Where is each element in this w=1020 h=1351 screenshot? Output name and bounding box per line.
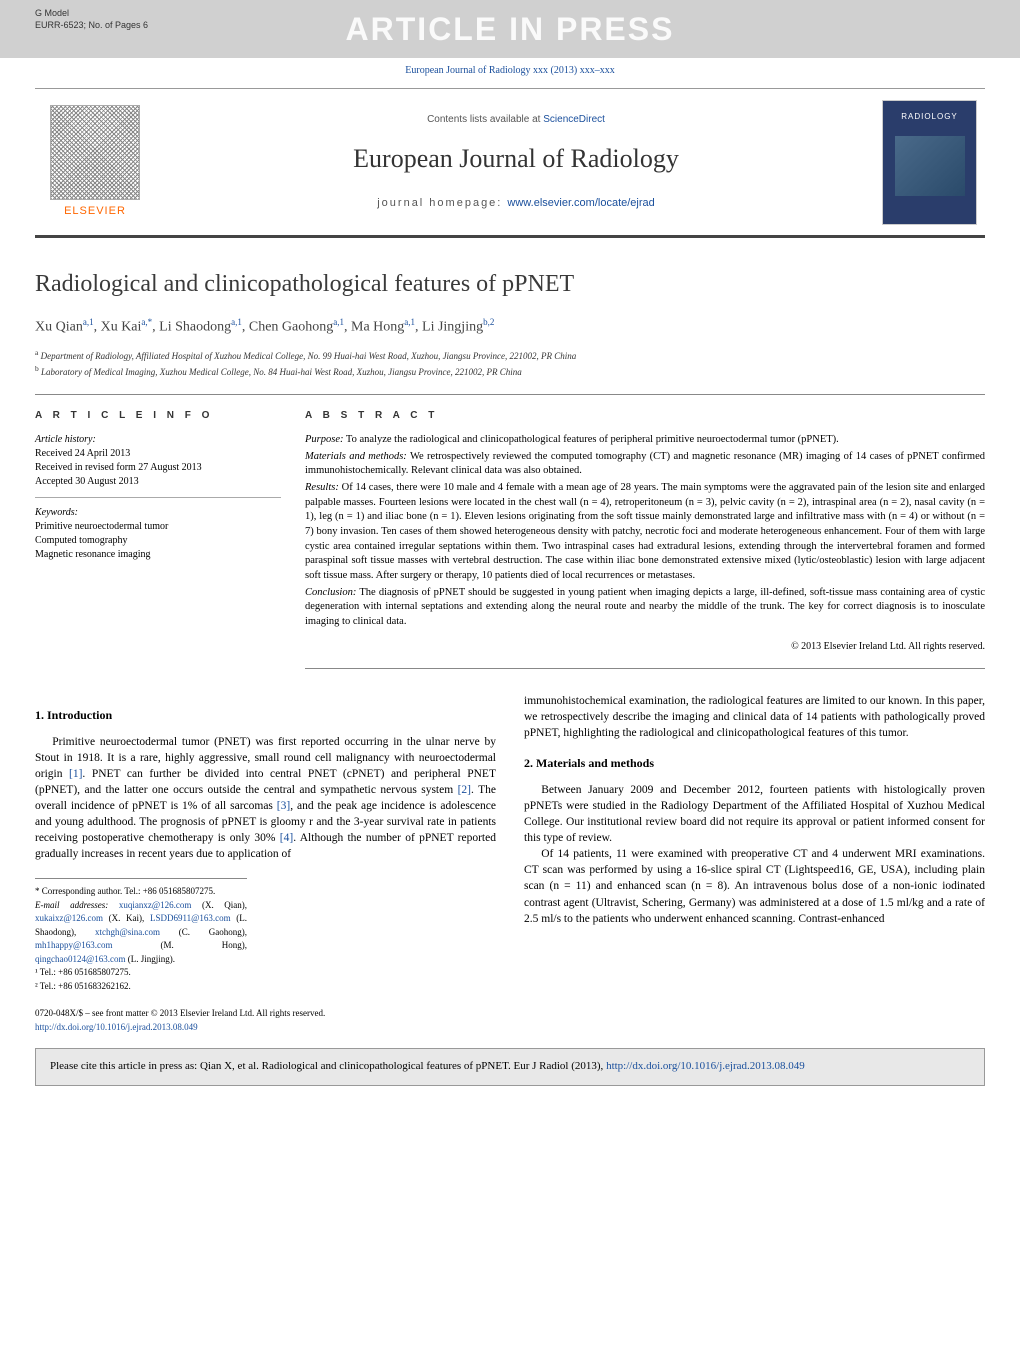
col2-para-1: immunohistochemical examination, the rad… xyxy=(524,693,985,741)
email-link[interactable]: xtchgh@sina.com xyxy=(95,927,160,937)
article-in-press: ARTICLE IN PRESS xyxy=(346,7,675,52)
conclusion-head: Conclusion: xyxy=(305,587,356,598)
affiliation-b-text: Laboratory of Medical Imaging, Xuzhou Me… xyxy=(41,367,522,377)
intro-heading: 1. Introduction xyxy=(35,707,496,724)
results-text: Of 14 cases, there were 10 male and 4 fe… xyxy=(305,482,985,581)
footnote-1: ¹ Tel.: +86 051685807275. xyxy=(35,966,247,980)
ref-2-link[interactable]: [2] xyxy=(458,784,471,796)
article-history: Article history: Received 24 April 2013 … xyxy=(35,433,281,498)
cite-box: Please cite this article in press as: Qi… xyxy=(35,1048,985,1085)
email-link[interactable]: mh1happy@163.com xyxy=(35,940,113,950)
cite-doi-link[interactable]: http://dx.doi.org/10.1016/j.ejrad.2013.0… xyxy=(606,1060,805,1072)
cite-text: Please cite this article in press as: Qi… xyxy=(50,1060,606,1072)
keywords-block: Keywords: Primitive neuroectodermal tumo… xyxy=(35,506,281,570)
history-received: Received 24 April 2013 xyxy=(35,447,281,461)
keyword-2: Computed tomography xyxy=(35,534,281,548)
affiliation-b: b Laboratory of Medical Imaging, Xuzhou … xyxy=(35,363,985,380)
email-link[interactable]: xukaixz@126.com xyxy=(35,913,103,923)
methods-text: We retrospectively reviewed the computed… xyxy=(305,451,985,477)
article-title: Radiological and clinicopathological fea… xyxy=(35,268,985,302)
journal-name: European Journal of Radiology xyxy=(150,141,882,177)
mm-para-1: Between January 2009 and December 2012, … xyxy=(524,782,985,846)
article-info-label: A R T I C L E I N F O xyxy=(35,409,281,423)
affiliation-a-text: Department of Radiology, Affiliated Hosp… xyxy=(41,351,577,361)
intro-para-1: Primitive neuroectodermal tumor (PNET) w… xyxy=(35,734,496,863)
elsevier-tree-icon xyxy=(50,105,140,200)
journal-cover: RADIOLOGY xyxy=(882,100,977,225)
history-revised: Received in revised form 27 August 2013 xyxy=(35,461,281,475)
contents-available: Contents lists available at ScienceDirec… xyxy=(150,113,882,127)
bottom-meta: 0720-048X/$ – see front matter © 2013 El… xyxy=(35,1007,985,1034)
email-link[interactable]: qingchao0124@163.com xyxy=(35,954,126,964)
journal-header: ELSEVIER Contents lists available at Sci… xyxy=(35,88,985,238)
corresponding-author: * Corresponding author. Tel.: +86 051685… xyxy=(35,885,247,899)
abstract-purpose: Purpose: To analyze the radiological and… xyxy=(305,433,985,448)
abstract-results: Results: Of 14 cases, there were 10 male… xyxy=(305,481,985,584)
cover-image xyxy=(895,136,965,196)
email-addresses: E-mail addresses: xuqianxz@126.com (X. Q… xyxy=(35,899,247,967)
citation-line: European Journal of Radiology xxx (2013)… xyxy=(0,58,1020,88)
email-link[interactable]: xuqianxz@126.com xyxy=(119,900,192,910)
journal-homepage: journal homepage: www.elsevier.com/locat… xyxy=(150,196,882,211)
abstract-label: A B S T R A C T xyxy=(305,409,985,423)
abstract-methods: Materials and methods: We retrospectivel… xyxy=(305,450,985,479)
gmodel-ref: EURR-6523; No. of Pages 6 xyxy=(35,20,148,32)
purpose-head: Purpose: xyxy=(305,434,344,445)
author-list: Xu Qiana,1, Xu Kaia,*, Li Shaodonga,1, C… xyxy=(35,316,985,337)
press-banner: G Model EURR-6523; No. of Pages 6 ARTICL… xyxy=(0,0,1020,58)
abstract-conclusion: Conclusion: The diagnosis of pPNET shoul… xyxy=(305,586,985,630)
body-columns: 1. Introduction Primitive neuroectoderma… xyxy=(35,693,985,994)
history-accepted: Accepted 30 August 2013 xyxy=(35,475,281,489)
elsevier-name: ELSEVIER xyxy=(64,204,126,219)
ref-3-link[interactable]: [3] xyxy=(277,800,290,812)
column-left: 1. Introduction Primitive neuroectoderma… xyxy=(35,693,496,994)
materials-heading: 2. Materials and methods xyxy=(524,755,985,772)
front-matter: 0720-048X/$ – see front matter © 2013 El… xyxy=(35,1007,985,1021)
ref-4-link[interactable]: [4] xyxy=(280,832,293,844)
footnotes: * Corresponding author. Tel.: +86 051685… xyxy=(35,878,247,993)
homepage-link[interactable]: www.elsevier.com/locate/ejrad xyxy=(507,197,654,209)
homepage-prefix: journal homepage: xyxy=(377,197,507,209)
email-link[interactable]: LSDD6911@163.com xyxy=(150,913,231,923)
ref-1-link[interactable]: [1] xyxy=(69,768,82,780)
results-head: Results: xyxy=(305,482,339,493)
abstract-copyright: © 2013 Elsevier Ireland Ltd. All rights … xyxy=(305,640,985,654)
mm-para-2: Of 14 patients, 11 were examined with pr… xyxy=(524,846,985,926)
gmodel-box: G Model EURR-6523; No. of Pages 6 xyxy=(35,8,148,31)
history-head: Article history: xyxy=(35,433,281,447)
keywords-head: Keywords: xyxy=(35,506,281,520)
affiliation-a: a Department of Radiology, Affiliated Ho… xyxy=(35,347,985,364)
column-right: immunohistochemical examination, the rad… xyxy=(524,693,985,994)
abstract: A B S T R A C T Purpose: To analyze the … xyxy=(305,409,985,669)
affiliations: a Department of Radiology, Affiliated Ho… xyxy=(35,347,985,380)
sciencedirect-link[interactable]: ScienceDirect xyxy=(543,114,605,125)
article-info: A R T I C L E I N F O Article history: R… xyxy=(35,409,305,669)
contents-prefix: Contents lists available at xyxy=(427,114,543,125)
gmodel-label: G Model xyxy=(35,8,148,20)
keyword-1: Primitive neuroectodermal tumor xyxy=(35,520,281,534)
keyword-3: Magnetic resonance imaging xyxy=(35,548,281,562)
footnote-2: ² Tel.: +86 051683262162. xyxy=(35,980,247,994)
purpose-text: To analyze the radiological and clinicop… xyxy=(344,434,839,445)
elsevier-logo: ELSEVIER xyxy=(40,97,150,227)
cover-label: RADIOLOGY xyxy=(883,111,976,122)
conclusion-text: The diagnosis of pPNET should be suggest… xyxy=(305,587,985,627)
methods-head: Materials and methods: xyxy=(305,451,407,462)
journal-center: Contents lists available at ScienceDirec… xyxy=(150,101,882,223)
doi-link[interactable]: http://dx.doi.org/10.1016/j.ejrad.2013.0… xyxy=(35,1022,198,1032)
